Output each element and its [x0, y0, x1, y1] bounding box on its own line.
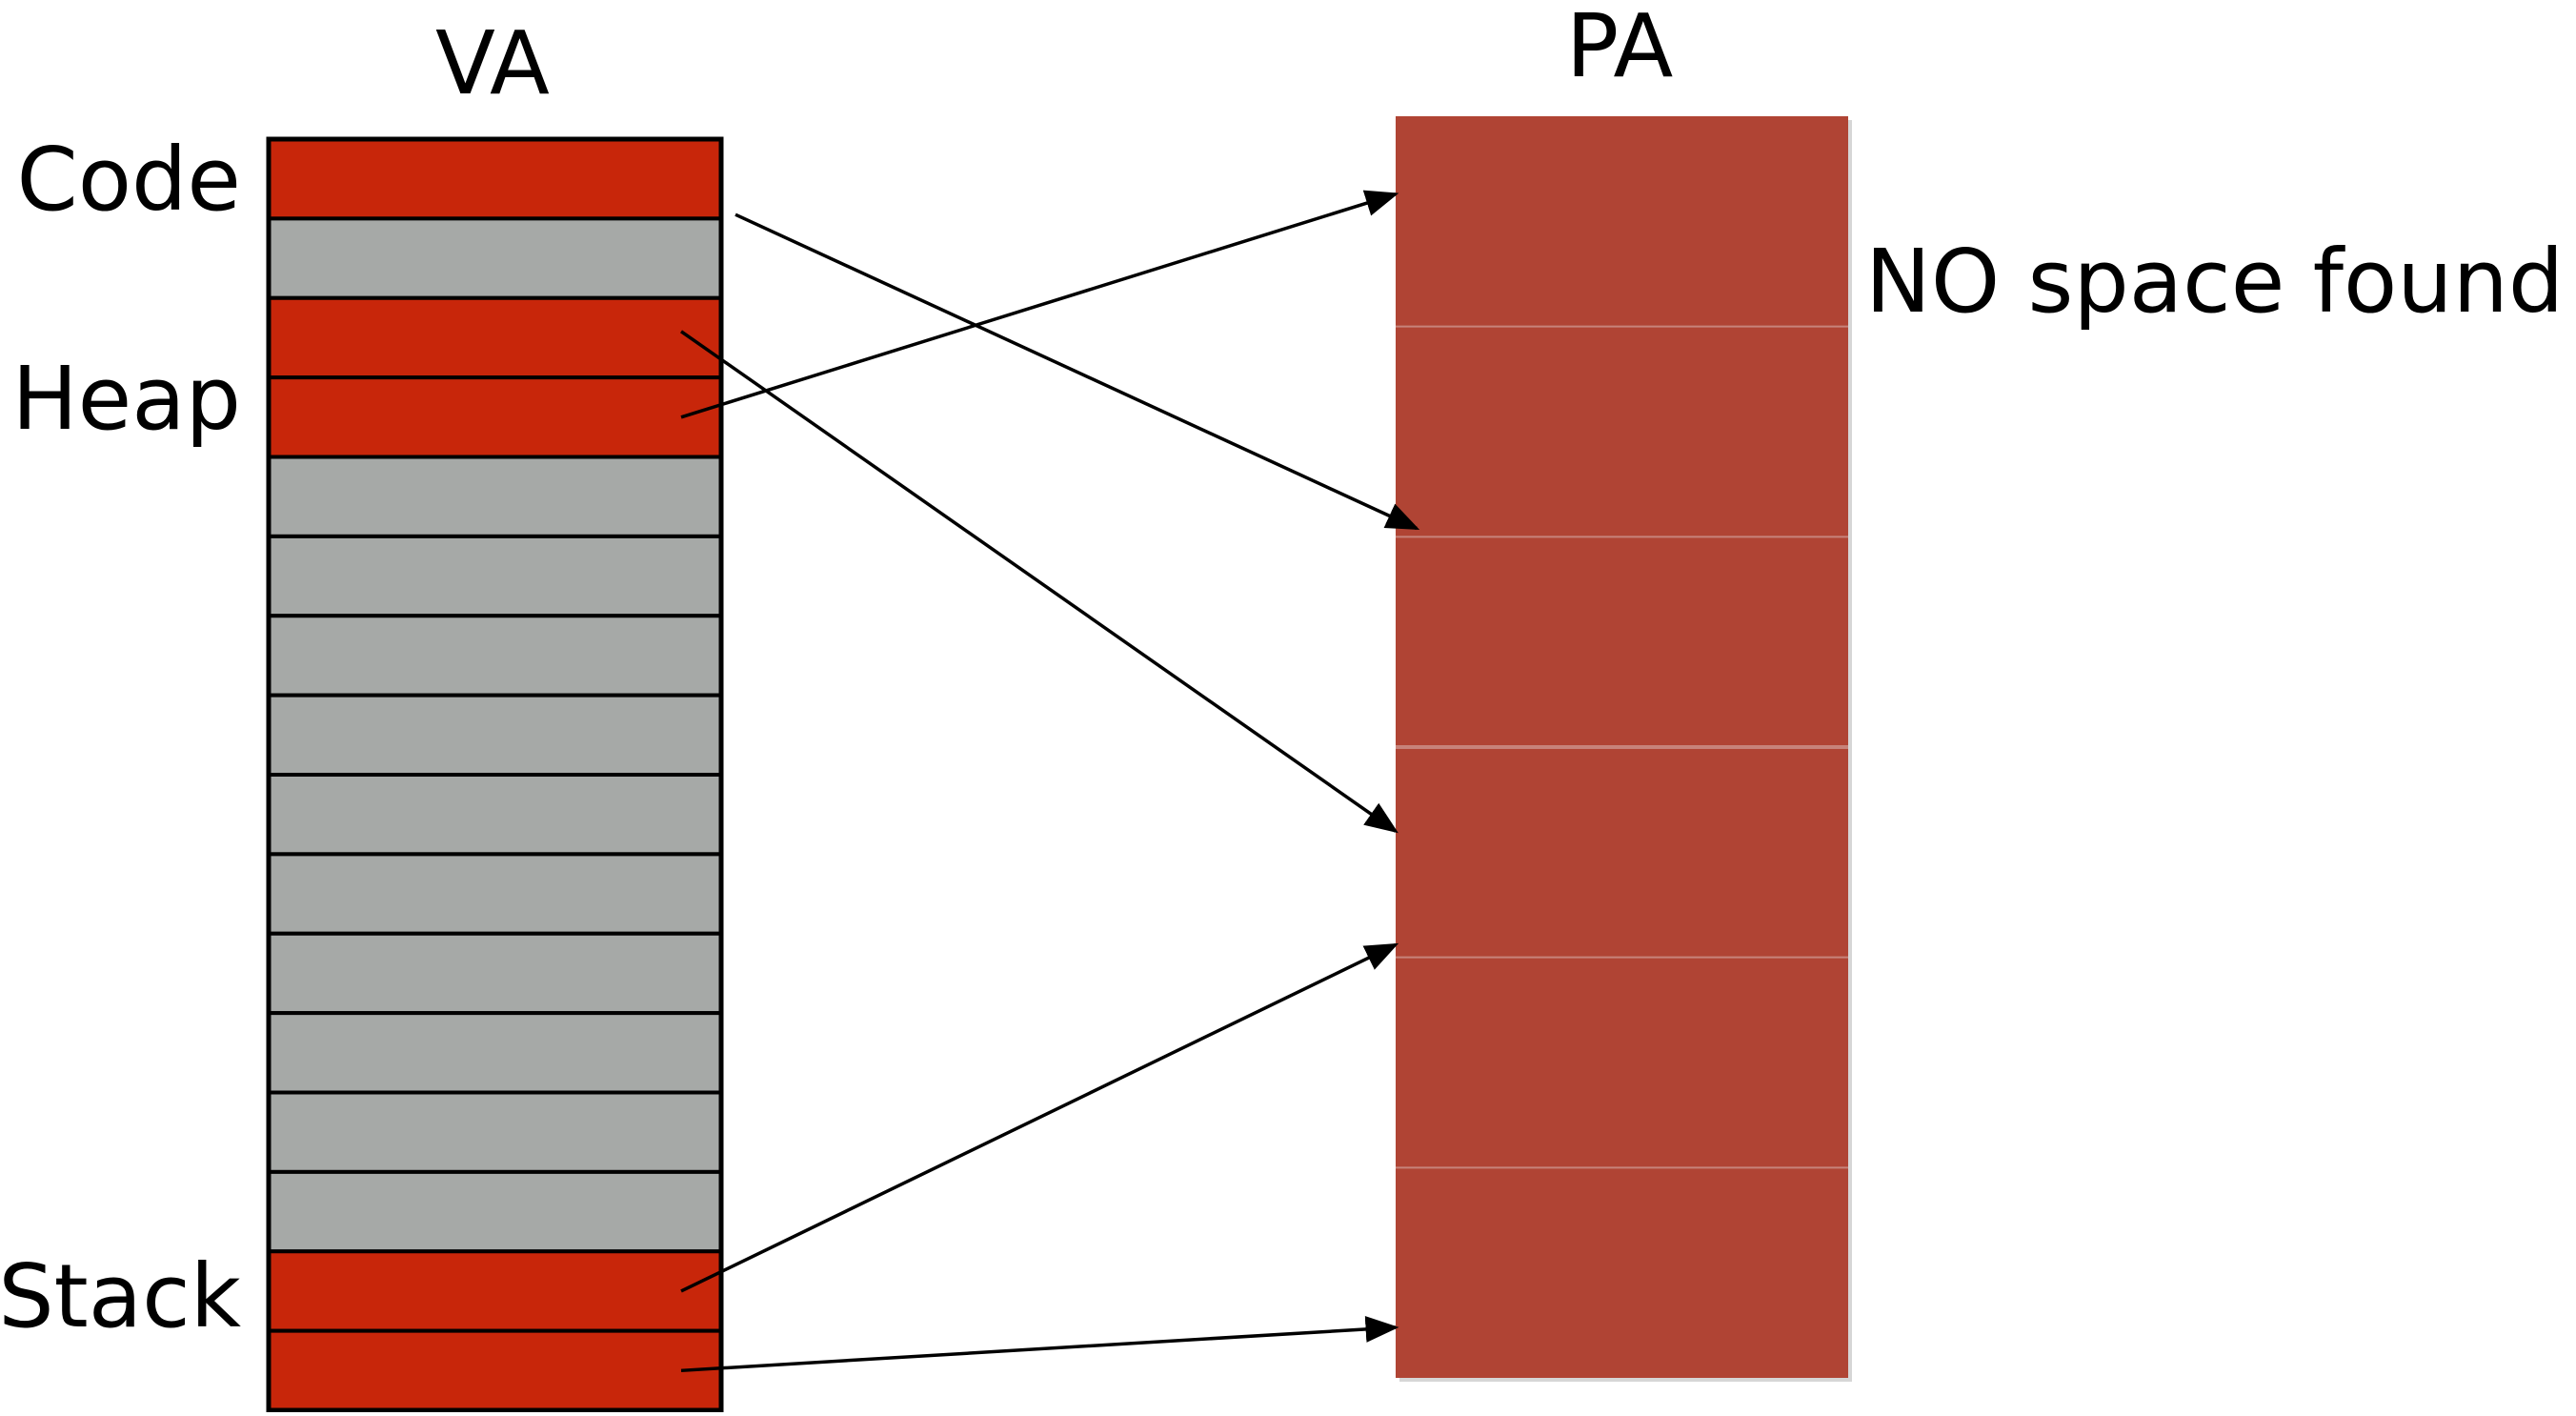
- code-label: Code: [16, 129, 241, 231]
- virtual-address-space: [266, 136, 724, 1413]
- mapping-arrow-3: [680, 942, 1399, 1293]
- va-page-11: [267, 1011, 723, 1095]
- va-page-0: [267, 137, 723, 221]
- va-page-9: [267, 852, 723, 936]
- va-page-2: [267, 295, 723, 380]
- stack-label: Stack: [0, 1245, 242, 1347]
- pa-title: PA: [1566, 0, 1674, 97]
- va-page-14: [267, 1249, 723, 1333]
- va-page-4: [267, 455, 723, 538]
- mapping-arrow-1: [679, 330, 1399, 834]
- va-page-3: [267, 375, 723, 459]
- heap-label: Heap: [11, 348, 241, 450]
- va-page-13: [267, 1169, 723, 1254]
- va-page-8: [267, 773, 723, 857]
- va-page-12: [267, 1090, 723, 1174]
- physical-address-space: [1396, 116, 1852, 1382]
- va-page-5: [267, 534, 723, 618]
- va-page-7: [267, 693, 723, 777]
- va-outline: [266, 136, 724, 1413]
- mapping-arrow-2: [680, 190, 1399, 419]
- mapping-arrow-4: [680, 1315, 1399, 1373]
- page-mappings: [679, 190, 1420, 1373]
- va-page-1: [267, 216, 723, 300]
- va-page-15: [267, 1328, 723, 1412]
- no-space-annotation: NO space found!: [1865, 231, 2576, 333]
- va-page-10: [267, 931, 723, 1016]
- mapping-arrow-0: [735, 212, 1420, 531]
- va-title: VA: [435, 12, 550, 114]
- va-page-6: [267, 614, 723, 698]
